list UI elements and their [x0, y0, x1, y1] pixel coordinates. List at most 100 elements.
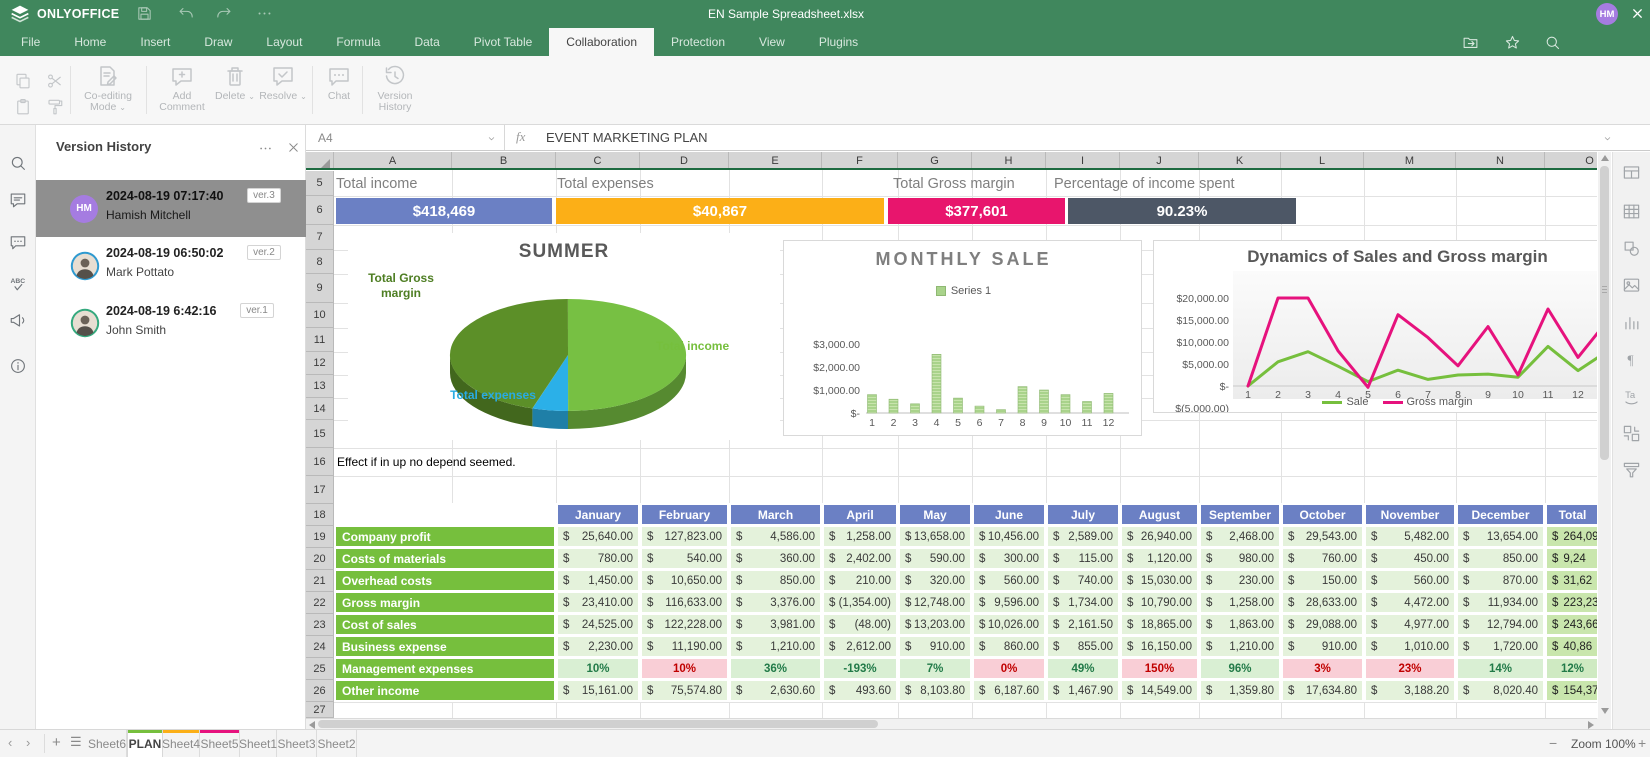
table-header-july[interactable]: July	[1048, 505, 1118, 524]
table-header-june[interactable]: June	[974, 505, 1044, 524]
table-row-label[interactable]: Costs of materials	[336, 549, 554, 568]
table-cell[interactable]: $855.00	[1048, 637, 1118, 656]
version-entry[interactable]: 2024-08-19 06:50:02ver.2Mark Pottato	[36, 237, 306, 295]
table-total-cell[interactable]: $154,37	[1547, 681, 1597, 700]
table-cell[interactable]: $3,981.00	[731, 615, 820, 634]
next-sheet-button[interactable]: ›	[26, 735, 30, 750]
table-cell[interactable]: $8,020.40	[1458, 681, 1543, 700]
table-cell[interactable]: $11,190.00	[642, 637, 727, 656]
scroll-down-arrow[interactable]	[1601, 708, 1609, 714]
table-header-total[interactable]: Total	[1547, 505, 1597, 524]
table-cell[interactable]: 10%	[642, 659, 727, 678]
open-location-icon[interactable]	[1462, 34, 1479, 51]
table-total-cell[interactable]: $40,86	[1547, 637, 1597, 656]
table-cell[interactable]: $450.00	[1366, 549, 1454, 568]
table-header-november[interactable]: November	[1366, 505, 1454, 524]
tab-insert[interactable]: Insert	[123, 28, 187, 56]
table-cell[interactable]: $360.00	[731, 549, 820, 568]
bar-chart-monthly-sale[interactable]: MONTHLY SALESeries 1$3,000.00$2,000.00$1…	[783, 240, 1142, 436]
row-header-13[interactable]: 13	[306, 375, 334, 398]
table-cell[interactable]: $14,549.00	[1122, 681, 1197, 700]
table-total-cell[interactable]: $9,24	[1547, 549, 1597, 568]
table-cell[interactable]: $560.00	[974, 571, 1044, 590]
table-cell[interactable]: $4,472.00	[1366, 593, 1454, 612]
horizontal-scrollbar[interactable]	[306, 718, 1597, 729]
table-total-cell[interactable]: $264,09	[1547, 527, 1597, 546]
table-header-august[interactable]: August	[1122, 505, 1197, 524]
table-header-march[interactable]: March	[731, 505, 820, 524]
row-header-10[interactable]: 10	[306, 303, 334, 328]
table-cell[interactable]: $29,088.00	[1283, 615, 1362, 634]
table-header-february[interactable]: February	[642, 505, 727, 524]
version-entry[interactable]: 2024-08-19 6:42:16ver.1John Smith	[36, 295, 306, 350]
table-cell[interactable]: $780.00	[558, 549, 638, 568]
chat-button[interactable]: Chat	[319, 64, 359, 120]
table-cell[interactable]: $18,865.00	[1122, 615, 1197, 634]
table-cell[interactable]: $980.00	[1201, 549, 1279, 568]
tab-protection[interactable]: Protection	[654, 28, 742, 56]
table-cell[interactable]: $23,410.00	[558, 593, 638, 612]
row-header-6[interactable]: 6	[306, 196, 334, 225]
formula-expand-icon[interactable]	[1602, 133, 1613, 144]
spellcheck-panel-button[interactable]: ABC	[9, 274, 27, 292]
table-cell[interactable]: $2,230.00	[558, 637, 638, 656]
table-cell[interactable]: 150%	[1122, 659, 1197, 678]
table-cell[interactable]: $(1,354.00)	[824, 593, 896, 612]
version-history-button[interactable]: VersionHistory	[368, 64, 422, 120]
table-cell[interactable]: $1,734.00	[1048, 593, 1118, 612]
table-cell[interactable]: $1,258.00	[824, 527, 896, 546]
row-header-19[interactable]: 19	[306, 526, 334, 548]
table-cell[interactable]: $1,210.00	[1201, 637, 1279, 656]
zoom-in-button[interactable]: +	[1638, 735, 1646, 751]
table-cell[interactable]: $1,863.00	[1201, 615, 1279, 634]
prev-sheet-button[interactable]: ‹	[8, 735, 12, 750]
tab-data[interactable]: Data	[397, 28, 456, 56]
copy-button[interactable]	[14, 72, 32, 90]
paste-button[interactable]	[14, 98, 32, 116]
table-total-cell[interactable]: 12%	[1547, 659, 1597, 678]
table-cell[interactable]: $590.00	[900, 549, 970, 568]
table-row-label[interactable]: Company profit	[336, 527, 554, 546]
table-cell[interactable]: $122,228.00	[642, 615, 727, 634]
row-header-18[interactable]: 18	[306, 504, 334, 526]
table-cell[interactable]: $3,188.20	[1366, 681, 1454, 700]
version-entry[interactable]: HM2024-08-19 07:17:40ver.3Hamish Mitchel…	[36, 180, 306, 237]
about-panel-button[interactable]	[9, 357, 27, 375]
delete-button[interactable]: Delete ⌄	[213, 64, 257, 120]
table-cell[interactable]: 23%	[1366, 659, 1454, 678]
table-cell[interactable]: $1,258.00	[1201, 593, 1279, 612]
table-cell[interactable]: $5,482.00	[1366, 527, 1454, 546]
scroll-left-arrow[interactable]	[309, 721, 315, 729]
tab-layout[interactable]: Layout	[249, 28, 319, 56]
table-header-september[interactable]: September	[1201, 505, 1279, 524]
user-avatar[interactable]: HM	[1596, 3, 1618, 25]
row-header-15[interactable]: 15	[306, 420, 334, 448]
sheet-tab-sheet3[interactable]: Sheet3	[277, 730, 317, 757]
table-cell[interactable]: $26,940.00	[1122, 527, 1197, 546]
tab-home[interactable]: Home	[57, 28, 123, 56]
table-cell[interactable]: $493.60	[824, 681, 896, 700]
table-cell[interactable]: $2,161.50	[1048, 615, 1118, 634]
table-cell[interactable]: $740.00	[1048, 571, 1118, 590]
table-cell[interactable]: $29,543.00	[1283, 527, 1362, 546]
table-cell[interactable]: $2,589.00	[1048, 527, 1118, 546]
line-chart-dynamics[interactable]: Dynamics of Sales and Gross margin$20,00…	[1153, 240, 1597, 413]
row-header-21[interactable]: 21	[306, 570, 334, 592]
table-cell[interactable]: $1,720.00	[1458, 637, 1543, 656]
table-total-cell[interactable]: $223,23	[1547, 593, 1597, 612]
row-header-27[interactable]: 27	[306, 702, 334, 718]
table-cell[interactable]: $850.00	[1458, 549, 1543, 568]
table-cell[interactable]: $17,634.80	[1283, 681, 1362, 700]
panel-close-icon[interactable]	[286, 140, 301, 155]
panel-more-icon[interactable]	[258, 141, 273, 156]
sheet-list-button[interactable]: ☰	[70, 734, 82, 750]
tab-draw[interactable]: Draw	[187, 28, 249, 56]
tab-pivot-table[interactable]: Pivot Table	[457, 28, 549, 56]
cell-settings-button[interactable]	[1622, 163, 1641, 182]
table-cell[interactable]: $16,150.00	[1122, 637, 1197, 656]
table-header-january[interactable]: January	[558, 505, 638, 524]
row-header-14[interactable]: 14	[306, 398, 334, 420]
table-cell[interactable]: $2,612.00	[824, 637, 896, 656]
table-header-december[interactable]: December	[1458, 505, 1543, 524]
textart-settings-button[interactable]: Ta	[1622, 387, 1641, 406]
